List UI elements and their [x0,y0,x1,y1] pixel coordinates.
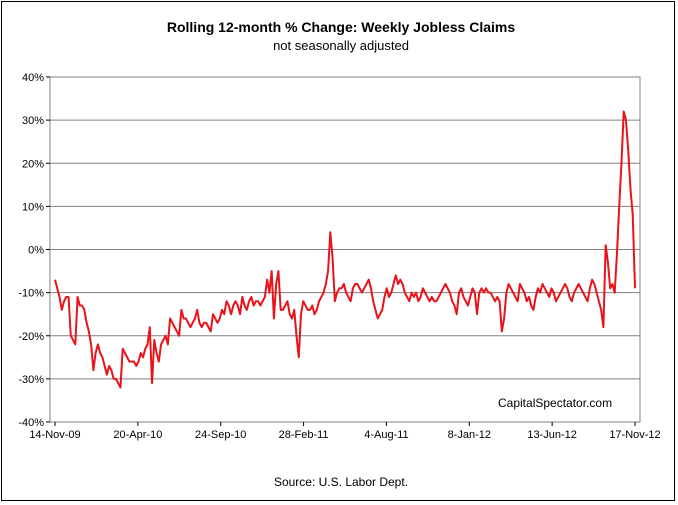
x-tick-label: 17-Nov-12 [609,429,660,441]
y-tick-label: 20% [22,158,44,170]
gridlines [50,119,640,380]
watermark-label: CapitalSpectator.com [498,396,612,410]
y-tick-label: -10% [18,288,44,300]
x-tick-label: 24-Sep-10 [195,429,246,441]
chart-subtitle: not seasonally adjusted [273,38,409,53]
x-tick-label: 20-Apr-10 [113,429,162,441]
x-tick-label: 13-Jun-12 [527,429,577,441]
y-tick-label: 0% [28,245,44,257]
y-tick-label: -30% [18,374,44,386]
line-chart: Rolling 12-month % Change: Weekly Jobles… [18,19,661,489]
series-line [54,110,636,389]
x-tick-label: 8-Jan-12 [448,429,491,441]
x-axis-ticks: 14-Nov-09 20-Apr-10 24-Sep-10 28-Feb-11 4-Au… [29,422,661,441]
x-tick-label: 28-Feb-11 [279,429,329,441]
chart-title: Rolling 12-month % Change: Weekly Jobles… [167,19,515,35]
source-label: Source: U.S. Labor Dept. [274,475,408,489]
x-tick-label: 14-Nov-09 [29,429,80,441]
y-tick-label: 30% [22,115,44,127]
y-tick-label: 40% [22,72,44,84]
y-tick-label: -40% [18,417,44,429]
y-tick-label: 10% [22,201,44,213]
y-tick-label: -20% [18,331,44,343]
series-layer [54,110,636,389]
y-axis-ticks: 40% 30% 20% 10% 0% -10% -20% -30% -40% [18,72,50,429]
x-tick-label: 4-Aug-11 [364,429,408,441]
